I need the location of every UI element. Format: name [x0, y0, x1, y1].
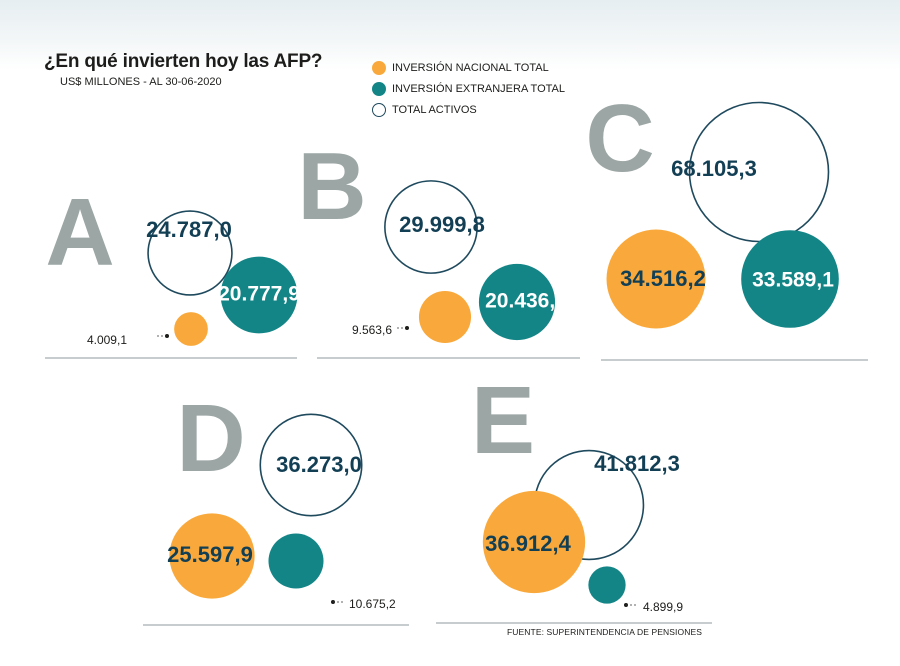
label-extranjera-c: 33.589,1 — [752, 269, 834, 292]
legend-label-nacional: INVERSIÓN NACIONAL TOTAL — [392, 61, 549, 74]
header-band — [0, 0, 900, 70]
label-extranjera-b: 20.436,2 — [485, 290, 567, 313]
leader-dot-nacional-b — [405, 326, 409, 330]
legend-label-extranjera: INVERSIÓN EXTRANJERA TOTAL — [392, 82, 565, 95]
fund-letter-d: D — [176, 385, 245, 492]
fund-letter-e: E — [471, 367, 535, 474]
label-total-c: 68.105,3 — [671, 156, 757, 181]
fund-letter-b: B — [297, 133, 366, 240]
bubble-extranjera-e — [588, 566, 626, 604]
legend-item-total: TOTAL ACTIVOS — [372, 99, 565, 120]
source-note: FUENTE: SUPERINTENDENCIA DE PENSIONES — [507, 627, 702, 637]
bubble-nacional-e — [482, 490, 586, 594]
bubble-extranjera-c — [741, 230, 839, 328]
bubble-total-b — [384, 180, 478, 274]
bubble-total-d — [259, 413, 363, 517]
label-total-b: 29.999,8 — [399, 212, 485, 237]
bubble-extranjera-d — [268, 533, 324, 589]
legend-item-nacional: INVERSIÓN NACIONAL TOTAL — [372, 57, 565, 78]
legend-swatch-extranjera — [372, 81, 386, 96]
legend-label-total: TOTAL ACTIVOS — [392, 103, 477, 116]
bubble-total-a — [147, 210, 233, 296]
label-extranjera-a: 20.777,9 — [218, 283, 300, 306]
bubble-nacional-d — [169, 513, 255, 599]
label-total-d: 36.273,0 — [276, 452, 362, 477]
bubble-extranjera-b — [478, 263, 556, 341]
bubble-nacional-a — [174, 312, 208, 346]
fund-letter-c: C — [585, 85, 654, 192]
bubble-nacional-b — [418, 290, 472, 344]
legend-swatch-total — [372, 102, 386, 117]
label-total-a: 24.787,0 — [146, 217, 232, 242]
label-nacional-d: 25.597,9 — [167, 542, 253, 567]
chart-title: ¿En qué invierten hoy las AFP? — [44, 51, 323, 72]
leader-dot-nacional-a — [165, 334, 169, 338]
bubble-extranjera-a — [220, 256, 298, 334]
fund-letter-a: A — [45, 179, 114, 286]
legend-swatch-nacional — [372, 60, 386, 75]
chart-subtitle: US$ MILLONES - AL 30-06-2020 — [60, 76, 222, 88]
label-extranjera-e: 4.899,9 — [643, 600, 683, 614]
label-nacional-a: 4.009,1 — [87, 333, 127, 347]
label-nacional-c: 34.516,2 — [620, 266, 706, 291]
label-extranjera-d: 10.675,2 — [349, 597, 396, 611]
legend: INVERSIÓN NACIONAL TOTAL INVERSIÓN EXTRA… — [372, 57, 565, 120]
bubble-nacional-c — [606, 229, 706, 329]
label-nacional-b: 9.563,6 — [352, 323, 392, 337]
label-total-e: 41.812,3 — [594, 451, 680, 476]
legend-item-extranjera: INVERSIÓN EXTRANJERA TOTAL — [372, 78, 565, 99]
label-nacional-e: 36.912,4 — [485, 531, 571, 556]
